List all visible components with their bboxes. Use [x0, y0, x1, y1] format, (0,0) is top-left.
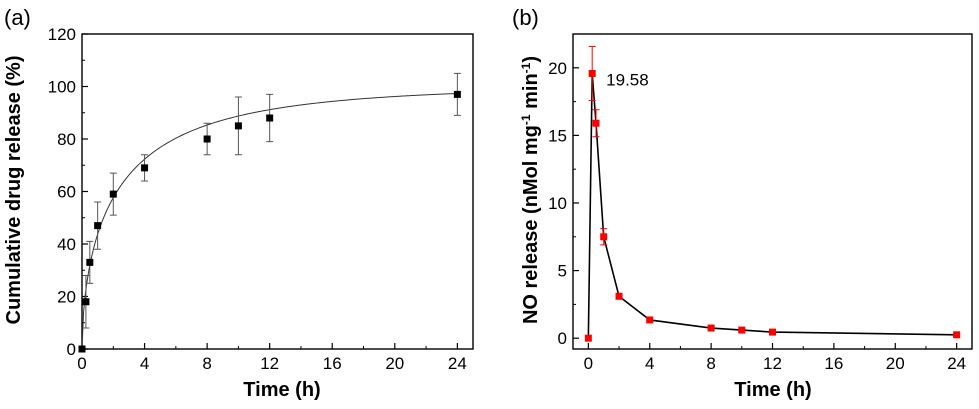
data-point — [600, 233, 608, 241]
x-tick-label: 8 — [202, 354, 211, 373]
y-tick-label: 5 — [558, 262, 567, 281]
x-tick-label: 16 — [323, 354, 342, 373]
series-line — [587, 73, 957, 339]
chart-panel-b: (b) NO release (nMol mg-1 min-1) Time (h… — [512, 5, 973, 401]
x-tick-label: 0 — [584, 354, 593, 373]
x-tick-label: 4 — [140, 354, 149, 373]
y-tick-label: 100 — [48, 78, 76, 97]
data-point — [707, 324, 715, 332]
x-tick-label: 8 — [706, 354, 715, 373]
y-tick-label: 60 — [57, 183, 76, 202]
y-axis-label-b-sup2: -1 — [519, 62, 533, 73]
y-axis-label-b-sup1: -1 — [519, 114, 533, 125]
x-axis-label-a: Time (h) — [243, 379, 320, 401]
x-tick-label: 12 — [763, 354, 782, 373]
y-tick-label: 120 — [48, 25, 76, 44]
data-point — [266, 114, 274, 122]
data-point — [94, 222, 102, 230]
data-point — [109, 190, 117, 198]
panel-label-a: (a) — [4, 5, 31, 30]
chart-panel-a: (a) Cumulative drug release (%) Time (h)… — [3, 5, 474, 401]
x-tick-label: 16 — [824, 354, 843, 373]
x-tick-label: 4 — [645, 354, 654, 373]
y-tick-label: 0 — [558, 329, 567, 348]
data-point — [769, 328, 776, 336]
x-axis-label-b: Time (h) — [734, 379, 811, 401]
data-point — [646, 316, 654, 324]
data-point — [584, 334, 592, 342]
y-tick-label: 40 — [57, 235, 76, 254]
y-tick-label: 20 — [548, 59, 567, 78]
data-point — [78, 345, 86, 353]
y-axis-label-b-main: NO release (nMol mg — [520, 125, 542, 324]
data-point — [82, 298, 90, 306]
data-point — [234, 122, 242, 130]
y-tick-label: 80 — [57, 130, 76, 149]
data-point — [203, 135, 211, 143]
y-axis-label-b-end: ) — [520, 56, 542, 63]
data-point — [588, 69, 596, 77]
data-point — [592, 119, 600, 127]
x-tick-label: 24 — [947, 354, 966, 373]
y-tick-label: 15 — [548, 126, 567, 145]
plot-frame — [81, 33, 474, 350]
y-tick-label: 20 — [57, 288, 76, 307]
data-point — [738, 326, 746, 334]
x-tick-label: 20 — [886, 354, 905, 373]
y-axis-label-a: Cumulative drug release (%) — [3, 56, 25, 325]
data-point — [953, 331, 961, 339]
x-tick-label: 0 — [77, 354, 86, 373]
data-point — [453, 90, 461, 98]
y-tick-label: 10 — [548, 194, 567, 213]
data-point — [86, 258, 94, 266]
y-axis-label-b: NO release (nMol mg-1 min-1) — [519, 56, 542, 324]
data-point — [615, 292, 623, 300]
y-axis-label-b-mid: min — [520, 73, 542, 114]
panel-label-b: (b) — [512, 5, 539, 30]
x-tick-label: 20 — [385, 354, 404, 373]
data-point — [141, 164, 149, 172]
y-tick-label: 0 — [67, 340, 76, 359]
peak-annotation: 19.58 — [606, 70, 649, 89]
x-tick-label: 12 — [260, 354, 279, 373]
x-tick-label: 24 — [448, 354, 467, 373]
